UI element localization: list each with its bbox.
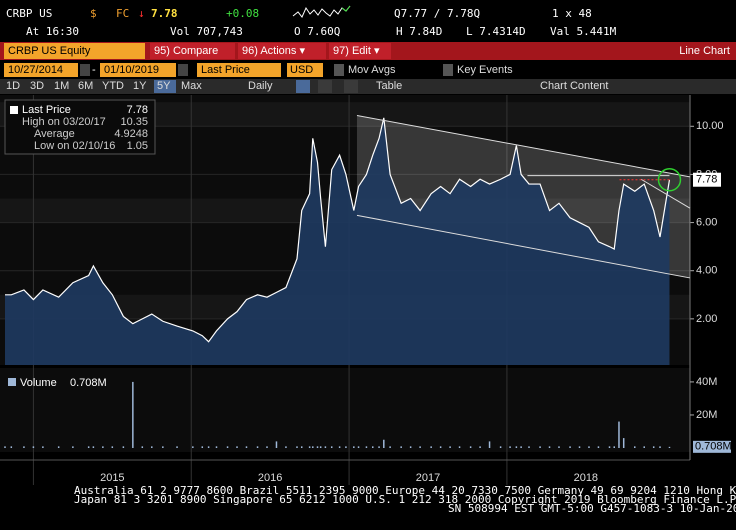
trendline	[356, 214, 691, 279]
y-tick-label: 6.00	[696, 216, 717, 228]
chart-type: Line Chart	[679, 45, 730, 57]
checkbox[interactable]	[334, 64, 344, 76]
stat-value: 1.05	[127, 140, 148, 152]
footer-line: Australia 61 2 9777 8600 Brazil 5511 239…	[74, 484, 736, 497]
legend-swatch	[10, 106, 18, 114]
x-tick-label: 2015	[100, 472, 124, 484]
volume: Vol 707,743	[170, 25, 243, 38]
end-date: 01/10/2019	[104, 64, 159, 76]
stat-value: 10.35	[120, 116, 148, 128]
high: H 7.84D	[396, 25, 442, 38]
price-area	[5, 117, 670, 366]
tick-arrow: ↓	[138, 7, 145, 20]
value: Val 5.441M	[550, 25, 617, 38]
period-button[interactable]: 3D	[30, 80, 44, 92]
stat-value: 4.9248	[114, 128, 148, 140]
button-label: 95) Compare	[154, 45, 218, 57]
checkbox[interactable]	[443, 64, 453, 76]
period-button[interactable]: 5Y	[157, 80, 171, 92]
y-tick-label: 20M	[696, 409, 717, 421]
button-label: 97) Edit ▾	[333, 45, 380, 57]
button[interactable]	[329, 43, 391, 59]
security-box[interactable]	[4, 43, 145, 59]
frequency: Daily	[248, 80, 273, 92]
period-active[interactable]	[154, 80, 176, 93]
stat-label: Average	[34, 128, 75, 140]
sparkline	[292, 5, 351, 18]
y-tick-label: 4.00	[696, 265, 717, 277]
volume-panel	[0, 368, 690, 452]
legend-value: 0.708M	[70, 377, 107, 389]
sparkline-tail	[341, 5, 351, 12]
period-button[interactable]: 1Y	[133, 80, 147, 92]
period-bar	[0, 79, 736, 94]
button-label: 96) Actions ▾	[242, 45, 305, 57]
footer-line: Japan 81 3 3201 8900 Singapore 65 6212 1…	[74, 493, 736, 506]
button[interactable]	[150, 43, 235, 59]
price-line	[5, 117, 671, 343]
date-separator: -	[92, 64, 96, 76]
period-buttons: 1D 3D 1M 6M YTD 1Y 5Y Max	[6, 80, 202, 93]
mov-avgs: Mov Avgs	[348, 64, 396, 76]
highlight-circle	[657, 167, 682, 192]
field: Last Price	[201, 64, 250, 76]
change: +0.08	[226, 7, 259, 20]
y-tick-label: 40M	[696, 376, 717, 388]
security: CRBP US Equity	[8, 45, 91, 57]
date-input[interactable]	[4, 63, 78, 77]
chart: 2.004.006.008.0010.0020152016201720187.7…	[0, 95, 732, 485]
open: O 7.60Q	[294, 25, 340, 38]
period-button[interactable]: 6M	[78, 80, 93, 92]
stat-label: High on 03/20/17	[22, 116, 106, 128]
size: 1 x 48	[552, 7, 592, 20]
start-date: 10/27/2014	[8, 64, 63, 76]
volume-current-label: 0.708M	[695, 441, 732, 453]
x-tick-label: 2017	[416, 472, 440, 484]
button[interactable]	[238, 43, 326, 59]
date-input[interactable]	[100, 63, 176, 77]
calendar-icon[interactable]	[80, 64, 90, 76]
legend-value: 7.78	[127, 104, 148, 116]
last-price-label: 7.78	[696, 174, 717, 186]
table-button[interactable]: Table	[376, 80, 402, 92]
period-button[interactable]: 1M	[54, 80, 69, 92]
trendline	[640, 178, 691, 209]
stat-label: Low on 02/10/16	[34, 140, 115, 152]
volume-tag	[693, 440, 731, 453]
chart-content[interactable]: Chart Content	[540, 80, 608, 92]
y-tick-label: 10.00	[696, 120, 724, 132]
footer-line: SN 508994 EST GMT-5:00 G457-1083-3 10-Ja…	[448, 502, 736, 515]
ccy: USD	[290, 64, 313, 76]
time: At 16:30	[26, 25, 79, 38]
last-price-tag	[693, 172, 721, 187]
tool-icon[interactable]	[318, 80, 332, 93]
currency-sign: $	[90, 7, 97, 20]
x-tick-label: 2018	[574, 472, 598, 484]
field-input[interactable]	[197, 63, 281, 77]
last-price: 7.78	[151, 7, 178, 20]
legend-label: Last Price	[22, 104, 71, 116]
legend-label: Volume	[20, 377, 57, 389]
period-button[interactable]: 1D	[6, 80, 20, 92]
ccy-input[interactable]	[287, 63, 323, 77]
x-tick-label: 2016	[258, 472, 282, 484]
ticker: CRBP US	[6, 7, 52, 20]
calendar-icon[interactable]	[178, 64, 188, 76]
quote: Q7.77 / 7.78Q	[394, 7, 480, 20]
tool-icon[interactable]	[296, 80, 310, 93]
period-button[interactable]: Max	[181, 80, 202, 92]
tool-icon[interactable]	[344, 80, 358, 93]
legend-swatch	[8, 378, 16, 386]
low: L 7.4314D	[466, 25, 526, 38]
y-tick-label: 2.00	[696, 313, 717, 325]
period-button[interactable]: YTD	[102, 80, 124, 92]
trendline	[356, 114, 691, 178]
source: FC	[116, 7, 129, 20]
key-events: Key Events	[457, 64, 513, 76]
legend-box	[4, 99, 156, 155]
